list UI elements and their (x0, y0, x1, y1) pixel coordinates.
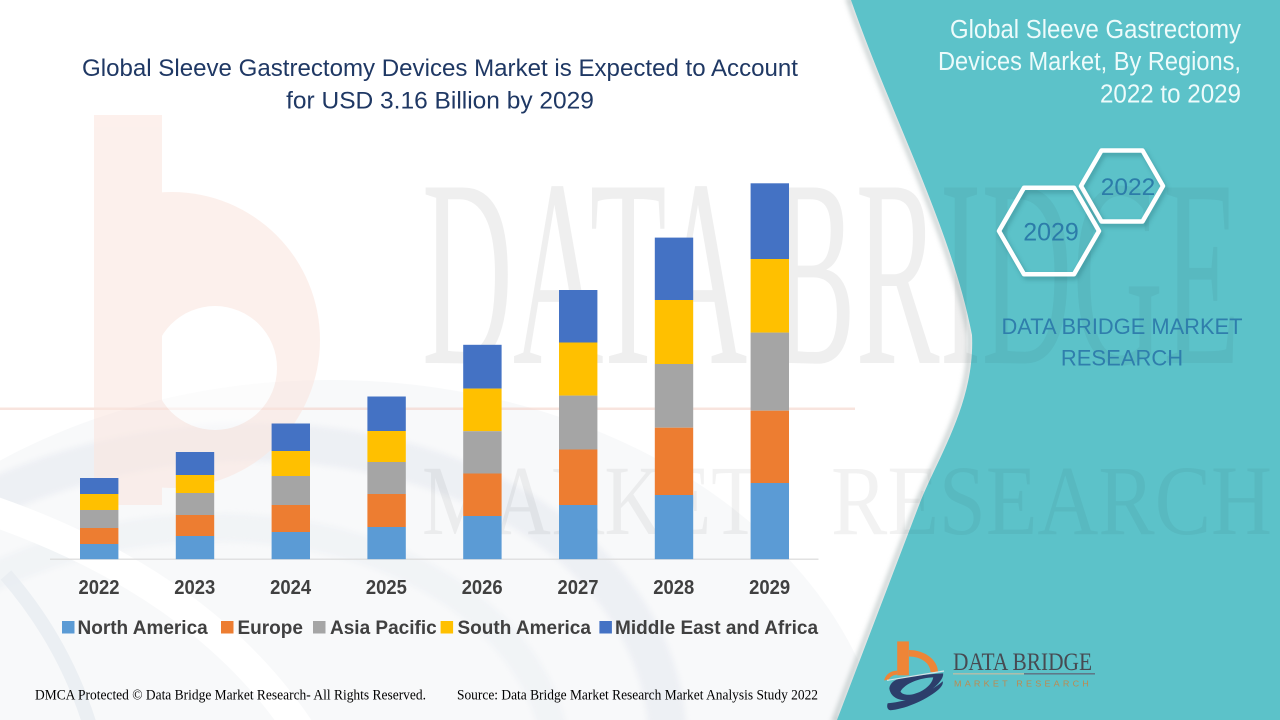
svg-text:2022: 2022 (79, 577, 120, 599)
svg-text:2022 to 2029: 2022 to 2029 (1100, 81, 1241, 109)
svg-text:2026: 2026 (462, 577, 503, 599)
svg-text:RESEARCH: RESEARCH (1061, 346, 1183, 371)
svg-text:MARKET RESEARCH: MARKET RESEARCH (954, 679, 1092, 689)
svg-text:Middle East and Africa: Middle East and Africa (615, 618, 818, 639)
svg-text:2029: 2029 (749, 577, 790, 599)
svg-text:2024: 2024 (270, 577, 312, 599)
svg-text:2027: 2027 (558, 577, 599, 599)
svg-text:2025: 2025 (366, 577, 407, 599)
svg-text:for USD 3.16 Billion by 2029: for USD 3.16 Billion by 2029 (286, 88, 594, 115)
svg-text:DATA BRIDGE MARKET: DATA BRIDGE MARKET (1002, 314, 1243, 339)
svg-text:DMCA Protected © Data Bridge M: DMCA Protected © Data Bridge Market Rese… (35, 688, 426, 704)
svg-text:2023: 2023 (174, 577, 215, 599)
svg-text:2028: 2028 (653, 577, 694, 599)
svg-text:2022: 2022 (1101, 174, 1156, 201)
svg-text:South America: South America (458, 618, 592, 639)
svg-text:Asia Pacific: Asia Pacific (330, 618, 437, 639)
svg-text:North America: North America (78, 618, 209, 639)
svg-text:Devices Market, By Regions,: Devices Market, By Regions, (938, 48, 1241, 76)
svg-text:2029: 2029 (1023, 219, 1079, 247)
svg-text:Source: Data Bridge Market Res: Source: Data Bridge Market Research Mark… (457, 688, 818, 704)
svg-text:Europe: Europe (238, 618, 303, 639)
svg-text:DATA BRIDGE: DATA BRIDGE (953, 647, 1092, 676)
svg-text:Global Sleeve Gastrectomy: Global Sleeve Gastrectomy (950, 16, 1241, 44)
svg-text:Global Sleeve Gastrectomy Devi: Global Sleeve Gastrectomy Devices Market… (82, 55, 798, 82)
